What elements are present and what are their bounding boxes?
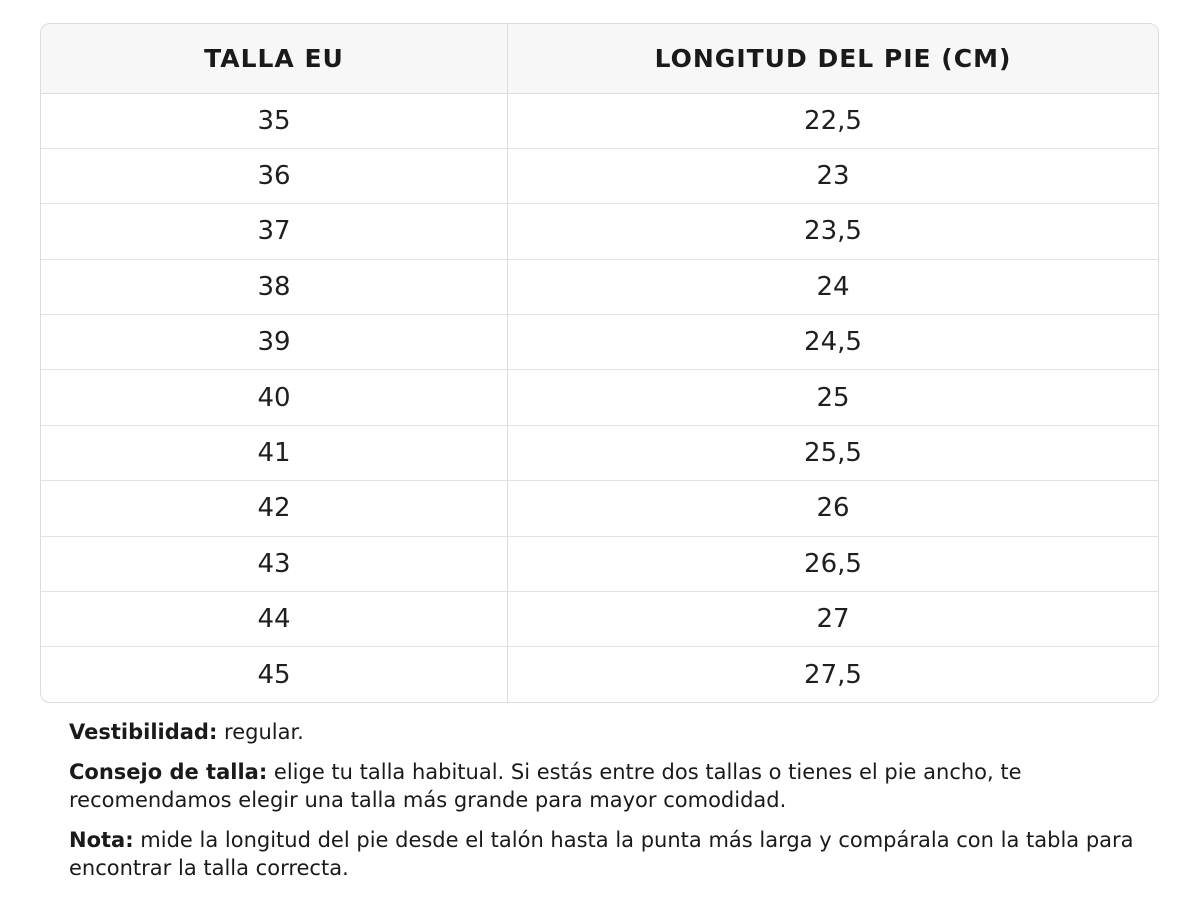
size-cell: 38 — [41, 258, 508, 315]
header-size: TALLA EU — [41, 24, 508, 94]
table-row: 35 22,5 — [41, 93, 1158, 149]
measure-note: Nota: mide la longitud del pie desde el … — [69, 826, 1149, 882]
length-cell: 26 — [507, 480, 1158, 537]
length-cell: 22,5 — [804, 105, 862, 136]
table-row: 36 23 — [41, 147, 1158, 204]
size-cell: 37 — [41, 203, 508, 260]
fit-text: regular. — [217, 720, 304, 744]
table-row: 37 23,5 — [41, 203, 1158, 260]
table-header-row: TALLA EU LONGITUD DEL PIE (CM) — [41, 24, 1158, 94]
fit-label: Vestibilidad: — [69, 720, 218, 744]
size-advice-note: Consejo de talla: elige tu talla habitua… — [69, 758, 1149, 814]
length-cell: 23,5 — [507, 203, 1158, 260]
table-row: 38 24 — [41, 258, 1158, 315]
size-cell: 41 — [41, 424, 508, 481]
note-text: mide la longitud del pie desde el talón … — [69, 828, 1134, 880]
length-cell: 27 — [507, 591, 1158, 647]
size-cell: 44 — [41, 591, 508, 647]
fit-note: Vestibilidad: regular. — [69, 718, 1149, 746]
length-cell: 27,5 — [507, 646, 1158, 703]
table-row: 39 24,5 — [41, 314, 1158, 370]
size-cell: 43 — [41, 535, 508, 592]
table-row: 44 27 — [41, 591, 1158, 647]
size-notes: Vestibilidad: regular. Consejo de talla:… — [69, 718, 1149, 894]
length-cell: 26,5 — [507, 535, 1158, 592]
size-cell: 45 — [41, 646, 508, 703]
table-row: 43 26,5 — [41, 535, 1158, 592]
header-foot-length: LONGITUD DEL PIE (CM) — [507, 24, 1158, 94]
size-cell: 36 — [41, 147, 508, 204]
table-row: 41 25,5 — [41, 424, 1158, 481]
advice-text: elige tu talla habitual. Si estás entre … — [69, 760, 1022, 812]
advice-label: Consejo de talla: — [69, 760, 268, 784]
note-label: Nota: — [69, 828, 134, 852]
size-cell: 35 — [41, 93, 508, 149]
size-table: TALLA EU LONGITUD DEL PIE (CM) 35 22,5 3… — [41, 24, 1158, 703]
length-cell: 24 — [507, 258, 1158, 315]
length-cell: 24,5 — [507, 314, 1158, 370]
length-cell: 25,5 — [507, 424, 1158, 481]
size-cell: 39 — [41, 314, 508, 370]
table-row: 45 27,5 — [41, 646, 1158, 703]
table-row: 40 25 — [41, 369, 1158, 426]
size-cell: 40 — [41, 369, 508, 426]
size-cell: 42 — [41, 480, 508, 537]
length-cell: 23 — [507, 147, 1158, 204]
size-chart-table: TALLA EU LONGITUD DEL PIE (CM) 35 22,5 3… — [40, 23, 1159, 704]
table-row: 42 26 — [41, 480, 1158, 537]
length-cell: 25 — [507, 369, 1158, 426]
